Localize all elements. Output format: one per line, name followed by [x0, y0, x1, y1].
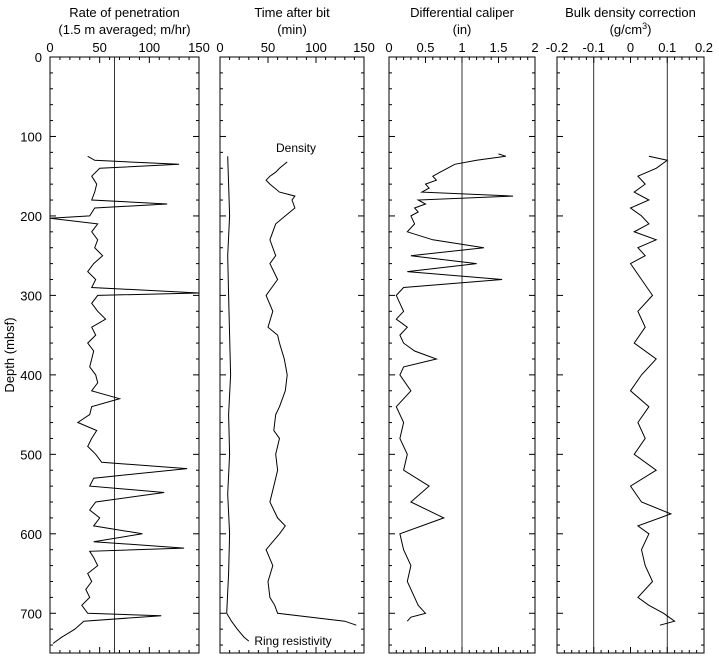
x-tick-label: 100	[305, 40, 327, 55]
series-line-ring-resistivity	[226, 156, 250, 642]
x-tick-label: 150	[188, 40, 210, 55]
y-tick-label: 700	[20, 606, 42, 621]
x-tick-label: 2	[531, 40, 538, 55]
panel-frame	[49, 56, 200, 654]
x-tick-label: 0	[216, 40, 223, 55]
x-tick-label: 0	[627, 40, 634, 55]
series-line-0	[50, 155, 199, 644]
panel-subtitle: (in)	[453, 22, 472, 37]
x-tick-label: 150	[353, 40, 375, 55]
panel-subtitle: (1.5 m averaged; m/hr)	[58, 22, 190, 37]
y-tick-label: 400	[20, 368, 42, 383]
y-axis-label: Depth (mbsf)	[2, 317, 17, 392]
panel-title: Bulk density correction	[565, 5, 696, 20]
y-tick-label: 500	[20, 447, 42, 462]
series-line-0	[629, 155, 676, 626]
y-tick-label: 300	[20, 288, 42, 303]
x-tick-label: 50	[92, 40, 106, 55]
x-tick-label: 1.5	[489, 40, 507, 55]
y-tick-label: 200	[20, 209, 42, 224]
x-tick-label: 1	[458, 40, 465, 55]
panel-frame	[219, 56, 365, 654]
x-tick-label: 0	[385, 40, 392, 55]
annotation-density: Density	[276, 141, 316, 155]
x-tick-label: 0.2	[695, 40, 713, 55]
x-tick-label: 50	[261, 40, 275, 55]
x-tick-label: 0.1	[658, 40, 676, 55]
series-line-0	[395, 153, 514, 622]
series-line-density	[265, 161, 357, 626]
panel-title: Differential caliper	[410, 5, 514, 20]
panel-title: Rate of penetration	[69, 5, 180, 20]
x-tick-label: 0	[46, 40, 53, 55]
x-tick-label: 100	[138, 40, 160, 55]
panel-subtitle: (min)	[277, 22, 307, 37]
y-tick-label: 0	[35, 50, 42, 65]
panel-frame	[556, 56, 705, 654]
x-tick-label: -0.1	[583, 40, 605, 55]
annotation-ring-resistivity: Ring resistivity	[254, 634, 331, 648]
x-tick-label: -0.2	[546, 40, 568, 55]
y-tick-label: 100	[20, 129, 42, 144]
y-tick-label: 600	[20, 527, 42, 542]
x-tick-label: 0.5	[416, 40, 434, 55]
panel-title: Time after bit	[254, 5, 330, 20]
panel-subtitle: (g/cm3)	[610, 21, 652, 37]
